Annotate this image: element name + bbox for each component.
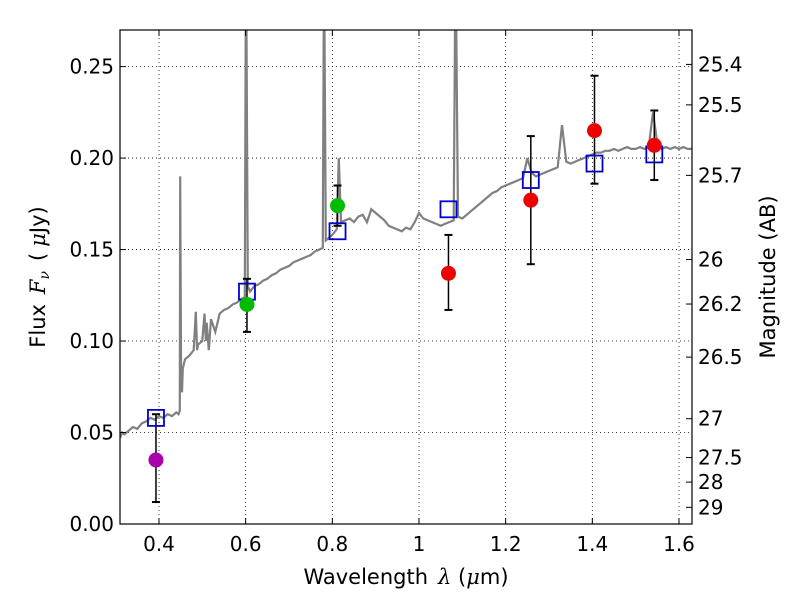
y-axis-label-unit-rest: Jy)	[26, 206, 50, 235]
y-axis-label-unit-mu: μ	[26, 233, 50, 247]
x-tick-label: 1	[413, 532, 426, 556]
magnitude-tick-label: 25.7	[698, 163, 743, 187]
y-axis-label-text: Flux	[26, 304, 50, 348]
y-axis-label-symbol-sub: ν	[37, 270, 53, 279]
observed-point	[239, 296, 255, 312]
magnitude-tick-label: 26	[698, 248, 723, 272]
y-axis-label-symbol: F	[26, 278, 50, 295]
right-axis-label: Magnitude (AB)	[756, 195, 780, 358]
x-tick-label: 0.8	[316, 532, 348, 556]
model-square-marker	[439, 200, 458, 219]
model-square-marker	[585, 154, 604, 173]
magnitude-tick-label: 27.5	[698, 446, 743, 470]
spectrum-line	[120, 30, 692, 439]
magnitude-tick-label: 28	[698, 470, 723, 494]
observed-point	[587, 123, 602, 139]
plot-area	[120, 30, 692, 439]
observed-point	[523, 192, 539, 208]
y-tick-label: 0.20	[69, 146, 114, 170]
plot-frame	[119, 29, 693, 525]
magnitude-tick-label: 29	[698, 495, 723, 519]
x-axis-label-unit-rest: m)	[480, 565, 509, 589]
observed-point	[330, 198, 346, 214]
magnitude-tick-label: 27	[698, 407, 723, 431]
y-axis-label: Flux Fν ( μJy)	[26, 206, 53, 347]
observed-point	[646, 137, 662, 153]
x-tick-label: 0.6	[230, 532, 262, 556]
x-tick-label: 1.4	[576, 532, 608, 556]
model-square-marker	[328, 222, 347, 241]
magnitude-tick-label: 25.5	[698, 93, 743, 117]
x-tick-label: 1.6	[663, 532, 695, 556]
magnitude-tick-label: 25.4	[698, 52, 743, 76]
observed-point	[440, 265, 456, 281]
x-axis-label-symbol: λ	[437, 565, 451, 589]
model-square-marker	[147, 408, 165, 427]
y-tick-label: 0.00	[69, 512, 114, 536]
x-tick-label: 0.4	[143, 532, 175, 556]
model-square-marker	[521, 171, 540, 189]
x-tick-label: 1.2	[490, 532, 522, 556]
magnitude-tick-label: 26.5	[698, 345, 743, 369]
x-axis-label: Wavelength λ (μm)	[303, 565, 508, 589]
y-tick-label: 0.05	[69, 421, 114, 445]
x-axis-label-unit-mu: μ	[466, 565, 480, 589]
magnitude-tick-label: 26.2	[698, 292, 743, 316]
x-axis-ticks: 0.4 0.6 0.8 1 1.2 1.4 1.6	[143, 30, 695, 556]
x-axis-label-unit-open: (	[451, 565, 466, 589]
y-axis-label-unit-open: (	[26, 253, 50, 261]
observed-point	[148, 452, 164, 468]
y-tick-label: 0.15	[69, 238, 114, 262]
x-axis-label-text: Wavelength	[303, 565, 428, 589]
y-axis-ticks: 0.00 0.05 0.10 0.15 0.20 0.25	[69, 55, 126, 536]
y-tick-label: 0.10	[69, 329, 114, 353]
observed-photometry-markers	[148, 123, 662, 468]
y-tick-label: 0.25	[69, 55, 114, 79]
